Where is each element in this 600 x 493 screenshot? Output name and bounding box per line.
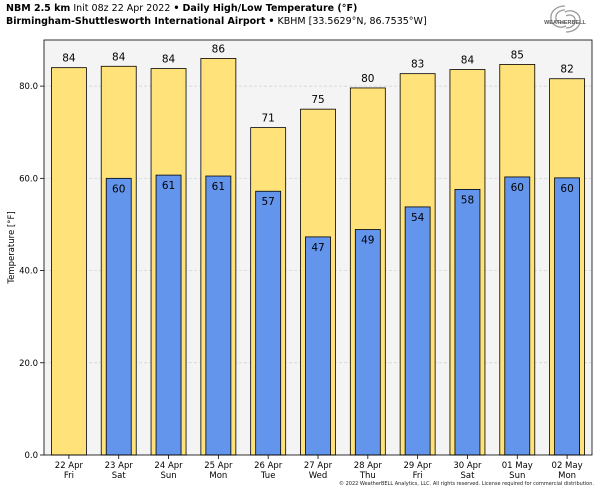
x-tick-day-label: Tue	[260, 471, 276, 481]
low-value-label: 57	[261, 196, 274, 208]
logo-text: WEATHERBELL	[544, 20, 586, 26]
low-temperature-bar	[554, 177, 580, 456]
high-value-label: 80	[361, 73, 374, 85]
x-tick-date-label: 26 Apr	[254, 461, 283, 471]
x-tick-date-label: 02 May	[552, 461, 583, 471]
low-value-label: 58	[461, 194, 474, 206]
x-tick-day-label: Sun	[509, 471, 525, 481]
model-name: NBM 2.5 km	[6, 3, 71, 14]
x-tick-date-label: 27 Apr	[304, 461, 333, 471]
x-tick-date-label: 25 Apr	[204, 461, 233, 471]
low-value-label: 47	[311, 242, 324, 254]
y-tick-label: 20.0	[19, 359, 38, 369]
high-value-label: 84	[162, 54, 176, 66]
product-title: Daily High/Low Temperature (°F)	[182, 3, 358, 14]
low-temperature-bar	[404, 206, 431, 456]
x-tick-day-label: Mon	[209, 471, 227, 481]
low-value-label: 49	[361, 235, 374, 247]
low-temperature-series	[105, 174, 580, 456]
high-value-label: 85	[511, 49, 524, 61]
x-tick-day-label: Sun	[160, 471, 176, 481]
location-name: Birmingham-Shuttlesworth International A…	[6, 16, 266, 27]
low-temperature-bar	[105, 177, 132, 456]
high-temperature-bar	[51, 67, 87, 456]
high-value-label: 84	[112, 51, 126, 63]
x-tick-date-label: 23 Apr	[105, 461, 134, 471]
y-tick-label: 0.0	[24, 451, 38, 461]
low-value-label: 61	[212, 181, 225, 193]
x-tick-day-label: Wed	[309, 471, 328, 481]
low-temperature-bar	[205, 175, 232, 456]
x-tick-date-label: 24 Apr	[154, 461, 183, 471]
y-axis-label: Temperature [°F]	[7, 211, 17, 284]
x-tick-date-label: 28 Apr	[354, 461, 383, 471]
y-tick-label: 40.0	[19, 267, 38, 277]
low-value-label: 60	[112, 183, 125, 195]
low-value-label: 60	[511, 182, 524, 194]
bullet-2: •	[268, 16, 275, 27]
low-temperature-bar	[305, 236, 331, 456]
low-value-label: 60	[560, 183, 573, 195]
weatherbell-swirl-icon	[550, 5, 581, 33]
bar-value-labels: 84 84 60 84 61 86 61 71 57 75 47 80 49 83 54 84 58 85 60 82…	[62, 43, 574, 253]
high-value-label: 83	[411, 59, 424, 71]
x-tick-day-label: Mon	[558, 471, 576, 481]
high-value-label: 86	[212, 43, 226, 55]
header-line-1: NBM 2.5 km Init 08z 22 Apr 2022 • Daily …	[6, 3, 357, 15]
location-code: KBHM [33.5629°N, 86.7535°W]	[277, 16, 427, 27]
plot-frame	[43, 39, 593, 456]
x-tick-day-label: Sat	[460, 471, 475, 481]
y-axis: 0.0 20.0 40.0 60.0 80.0	[19, 82, 44, 461]
y-tick-label: 80.0	[19, 82, 38, 92]
high-value-label: 75	[311, 94, 324, 106]
header-line-2: Birmingham-Shuttlesworth International A…	[6, 16, 427, 28]
high-value-label: 84	[62, 53, 76, 65]
copyright-footer: © 2022 WeatherBELL Analytics, LLC. All r…	[339, 481, 594, 487]
init-time: Init 08z 22 Apr 2022	[73, 3, 171, 14]
high-value-label: 71	[261, 113, 274, 125]
x-tick-day-label: Sat	[112, 471, 127, 481]
x-tick-date-label: 30 Apr	[453, 461, 482, 471]
low-temperature-bar	[255, 190, 282, 456]
low-value-label: 54	[411, 212, 425, 224]
weatherbell-logo: WEATHERBELL	[544, 5, 587, 33]
low-temperature-bar	[504, 176, 531, 456]
x-tick-date-label: 22 Apr	[55, 461, 84, 471]
low-temperature-bar	[354, 229, 381, 456]
x-tick-day-label: Thu	[359, 471, 376, 481]
high-value-label: 84	[461, 55, 475, 67]
x-tick-date-label: 29 Apr	[404, 461, 433, 471]
x-tick-day-label: Fri	[64, 471, 74, 481]
x-tick-date-label: 01 May	[502, 461, 533, 471]
bullet-1: •	[173, 3, 180, 14]
y-tick-label: 60.0	[19, 174, 38, 184]
low-temperature-bar	[155, 174, 182, 456]
high-value-label: 82	[560, 64, 573, 76]
low-temperature-bar	[454, 188, 481, 456]
low-value-label: 61	[162, 180, 175, 192]
x-tick-day-label: Fri	[413, 471, 423, 481]
